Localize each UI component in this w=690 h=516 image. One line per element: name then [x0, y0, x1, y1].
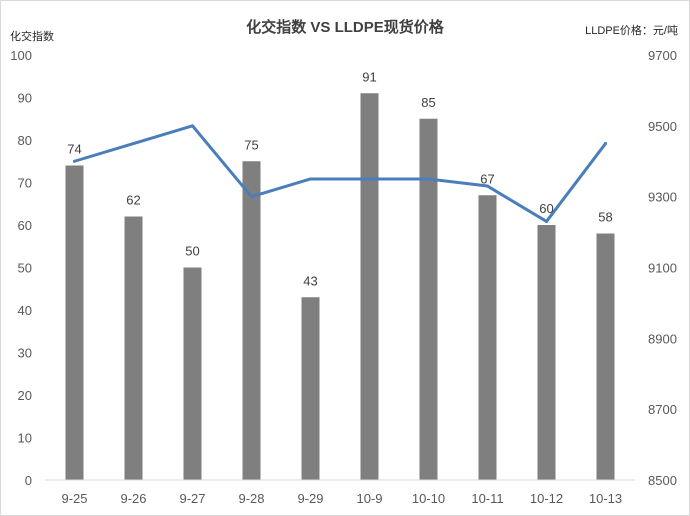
lldpe-point-9-27 — [191, 124, 194, 128]
bar-10-11 — [478, 195, 497, 480]
data-label-9-27: 50 — [185, 244, 199, 259]
data-label-9-28: 75 — [244, 137, 258, 152]
x-tick-label: 9-28 — [238, 491, 264, 506]
lldpe-point-10-9 — [368, 177, 371, 181]
bar-series — [65, 93, 615, 480]
y2-tick-label: 8500 — [648, 473, 677, 488]
x-tick-label: 9-27 — [179, 491, 205, 506]
x-tick-label: 9-25 — [61, 491, 87, 506]
lldpe-point-9-26 — [132, 142, 135, 146]
y-tick-label: 30 — [18, 346, 32, 361]
bar-9-28 — [242, 161, 261, 480]
x-tick-label: 9-29 — [297, 491, 323, 506]
y2-tick-label: 9500 — [648, 119, 677, 134]
data-label-9-29: 43 — [303, 273, 317, 288]
bar-9-26 — [124, 216, 143, 480]
data-label-9-25: 74 — [67, 142, 81, 157]
x-tick-label: 10-10 — [412, 491, 445, 506]
lldpe-point-9-25 — [73, 159, 76, 163]
lldpe-point-9-29 — [309, 177, 312, 181]
y-tick-label: 50 — [18, 261, 32, 276]
line-series — [73, 124, 607, 223]
bar-9-29 — [301, 297, 320, 480]
data-labels: 74 62 50 75 43 91 85 67 60 58 — [67, 69, 612, 288]
lldpe-point-10-11 — [486, 184, 489, 188]
lldpe-price-line — [73, 124, 607, 223]
x-tick-label: 10-11 — [471, 491, 503, 506]
bar-10-10 — [419, 118, 438, 480]
lldpe-point-10-12 — [545, 219, 548, 223]
chart-title: 化交指数 VS LLDPE现货价格 — [246, 18, 445, 36]
x-tick-label: 10-12 — [530, 491, 563, 506]
y-tick-label: 0 — [25, 473, 32, 488]
data-label-10-11: 67 — [480, 171, 494, 186]
right-axis-ticks: 8500 8700 8900 9100 9300 9500 9700 — [648, 48, 677, 488]
lldpe-point-10-10 — [427, 177, 430, 181]
bar-9-25 — [65, 165, 84, 480]
data-label-10-9: 91 — [362, 69, 376, 84]
bar-10-12 — [537, 225, 556, 480]
x-tick-label: 10-9 — [356, 491, 382, 506]
x-tick-label: 10-13 — [589, 491, 622, 506]
y2-tick-label: 9700 — [648, 48, 677, 63]
left-axis-label: 化交指数 — [10, 29, 54, 43]
x-axis-ticks: 9-25 9-26 9-27 9-28 9-29 10-9 10-10 10-11 10-12 1… — [61, 491, 622, 506]
y-tick-label: 20 — [18, 388, 32, 403]
data-label-9-26: 62 — [126, 193, 140, 208]
lldpe-point-10-13 — [604, 142, 607, 146]
y2-tick-label: 9100 — [648, 261, 677, 276]
lldpe-point-9-28 — [250, 195, 253, 199]
bar-10-9 — [360, 93, 379, 480]
y-tick-label: 100 — [10, 48, 32, 63]
data-label-10-12: 60 — [539, 201, 553, 216]
y2-tick-label: 9300 — [648, 190, 677, 205]
y-tick-label: 60 — [18, 218, 32, 233]
y2-tick-label: 8900 — [648, 331, 677, 346]
right-axis-label: LLDPE价格：元/吨 — [585, 23, 678, 37]
y-tick-label: 80 — [18, 133, 32, 148]
y-tick-label: 10 — [18, 431, 32, 446]
x-tick-label: 9-26 — [120, 491, 146, 506]
y-tick-label: 70 — [18, 176, 32, 191]
left-axis-ticks: 0 10 20 30 40 50 60 70 80 90 100 — [10, 48, 32, 488]
y-tick-label: 40 — [18, 303, 32, 318]
data-label-10-10: 85 — [421, 95, 435, 110]
bar-10-13 — [596, 233, 615, 480]
bar-9-27 — [183, 267, 202, 480]
data-label-10-13: 58 — [598, 210, 612, 225]
y2-tick-label: 8700 — [648, 402, 677, 417]
y-tick-label: 90 — [18, 91, 32, 106]
